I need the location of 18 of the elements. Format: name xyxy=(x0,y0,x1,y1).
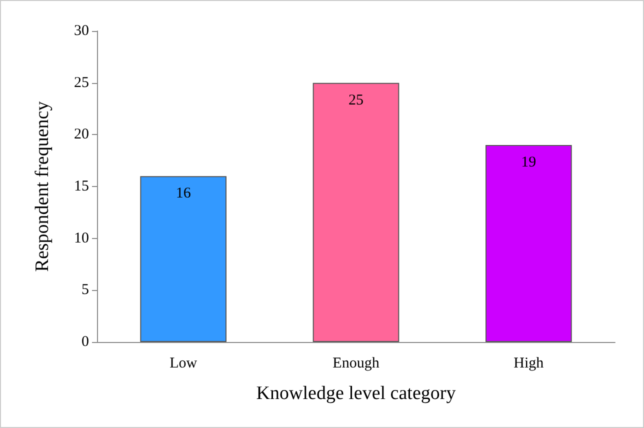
y-axis-title: Respondent frequency xyxy=(32,100,53,272)
data-label: 19 xyxy=(521,154,536,171)
x-tick-label: Enough xyxy=(332,356,380,372)
y-tick-label: 30 xyxy=(74,23,89,39)
x-axis-title: Knowledge level category xyxy=(256,383,456,404)
y-tick-label: 25 xyxy=(74,74,89,91)
y-tick-label: 10 xyxy=(74,230,89,246)
y-tick-label: 15 xyxy=(74,178,89,194)
data-label: 16 xyxy=(176,186,192,202)
y-tick-label: 5 xyxy=(82,282,89,298)
y-tick-label: 0 xyxy=(82,334,89,350)
bar xyxy=(140,176,226,342)
bar xyxy=(486,145,572,342)
y-tick-label: 20 xyxy=(74,126,89,143)
data-label: 25 xyxy=(348,92,364,108)
x-tick-label: High xyxy=(514,356,544,372)
x-tick-label: Low xyxy=(170,356,198,372)
bar xyxy=(312,82,400,342)
